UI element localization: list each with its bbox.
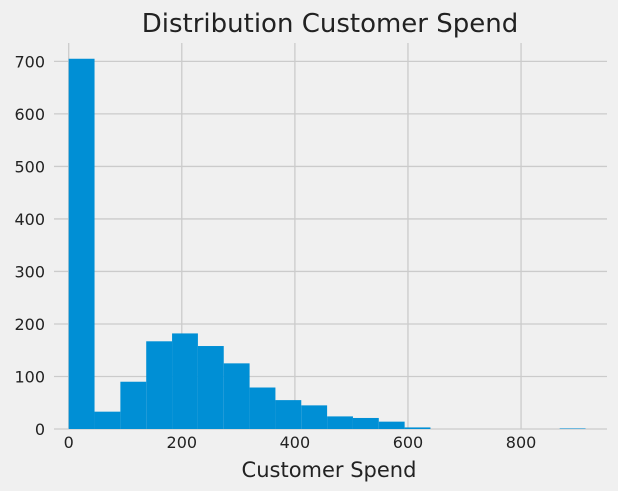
x-tick-label: 600 <box>393 433 424 452</box>
y-tick-label: 0 <box>35 420 45 439</box>
y-axis-ticks: 0 100 200 300 400 500 600 700 <box>14 52 45 439</box>
x-tick-label: 800 <box>506 433 537 452</box>
histogram-bar <box>301 405 328 429</box>
bars <box>68 58 586 430</box>
x-tick-label: 0 <box>64 433 74 452</box>
y-tick-label: 100 <box>14 367 45 386</box>
y-tick-label: 600 <box>14 105 45 124</box>
x-axis-ticks: 0 200 400 600 800 <box>64 433 537 452</box>
histogram-bar <box>172 333 198 429</box>
y-tick-label: 400 <box>14 210 45 229</box>
histogram-bar <box>249 387 276 429</box>
x-axis-label: Customer Spend <box>242 458 417 482</box>
x-tick-label: 200 <box>167 433 198 452</box>
histogram-bar <box>120 381 147 429</box>
histogram-bar <box>378 421 405 429</box>
histogram-bar <box>94 411 121 429</box>
y-tick-label: 200 <box>14 315 45 334</box>
histogram-bar <box>68 58 95 430</box>
chart-title: Distribution Customer Spend <box>142 9 519 39</box>
histogram-bar <box>327 416 353 429</box>
histogram-bar <box>352 417 379 429</box>
y-tick-label: 700 <box>14 52 45 71</box>
x-tick-label: 400 <box>280 433 311 452</box>
histogram-bar <box>223 363 250 429</box>
y-tick-label: 300 <box>14 262 45 281</box>
grid-lines <box>54 43 607 430</box>
y-tick-label: 500 <box>14 157 45 176</box>
histogram-bar <box>146 341 173 429</box>
histogram-bar <box>404 427 431 429</box>
histogram-bar <box>197 346 224 429</box>
histogram-bar <box>275 400 302 429</box>
histogram-bar <box>559 428 586 429</box>
